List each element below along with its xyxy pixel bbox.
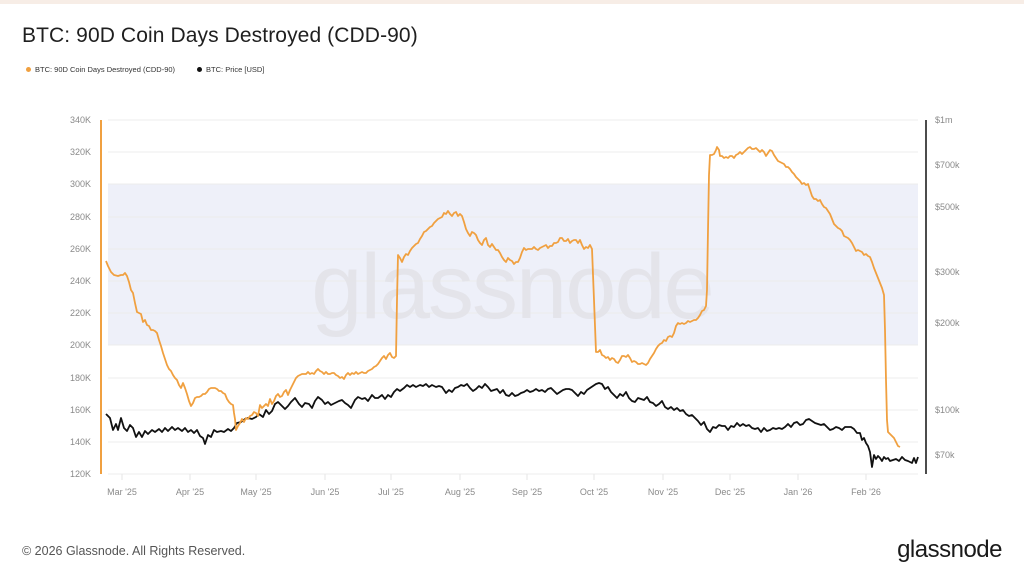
svg-text:180K: 180K [70,373,91,383]
svg-text:$300k: $300k [935,267,960,277]
legend-dot-price-icon [197,67,203,72]
svg-text:$100k: $100k [935,405,960,415]
svg-text:320K: 320K [70,147,91,157]
left-y-axis-labels: 340K 320K 300K 280K 260K 240K 220K 200K … [70,115,91,479]
svg-text:Sep '25: Sep '25 [512,487,542,497]
right-y-axis-labels: $1m $700k $500k $300k $200k $100k $70k [935,115,960,460]
glassnode-logo[interactable]: glassnode [897,536,1002,563]
svg-text:240K: 240K [70,276,91,286]
svg-text:Jan '26: Jan '26 [784,487,813,497]
svg-text:$1m: $1m [935,115,953,125]
svg-text:280K: 280K [70,212,91,222]
svg-text:Apr '25: Apr '25 [176,487,204,497]
footer-copyright: © 2026 Glassnode. All Rights Reserved. [22,544,246,558]
watermark: glassnode [311,236,712,338]
gridlines [108,119,918,475]
legend-item-cdd[interactable]: BTC: 90D Coin Days Destroyed (CDD-90) [26,65,175,74]
svg-text:Dec '25: Dec '25 [715,487,745,497]
legend-dot-cdd-icon [26,67,31,72]
svg-text:Feb '26: Feb '26 [851,487,881,497]
svg-text:120K: 120K [70,469,91,479]
svg-text:$70k: $70k [935,450,955,460]
svg-text:$200k: $200k [935,318,960,328]
legend-item-price[interactable]: BTC: Price [USD] [197,65,264,74]
svg-text:Nov '25: Nov '25 [648,487,678,497]
x-axis-labels: Mar '25 Apr '25 May '25 Jun '25 Jul '25 … [107,487,881,497]
legend: BTC: 90D Coin Days Destroyed (CDD-90) BT… [26,65,264,74]
chart-title: BTC: 90D Coin Days Destroyed (CDD-90) [22,24,418,47]
svg-text:300K: 300K [70,179,91,189]
svg-text:Mar '25: Mar '25 [107,487,137,497]
svg-text:140K: 140K [70,437,91,447]
svg-text:Jul '25: Jul '25 [378,487,404,497]
price-line [105,382,919,468]
top-strip [0,0,1024,4]
svg-text:220K: 220K [70,308,91,318]
svg-text:Jun '25: Jun '25 [311,487,340,497]
x-axis-ticks [121,474,867,480]
svg-text:May '25: May '25 [240,487,271,497]
svg-text:$500k: $500k [935,202,960,212]
svg-text:Oct '25: Oct '25 [580,487,608,497]
legend-label-price: BTC: Price [USD] [206,65,265,74]
svg-text:160K: 160K [70,405,91,415]
cdd-line [105,146,901,448]
svg-text:200K: 200K [70,340,91,350]
svg-text:340K: 340K [70,115,91,125]
svg-text:260K: 260K [70,244,91,254]
svg-text:$700k: $700k [935,160,960,170]
legend-label-cdd: BTC: 90D Coin Days Destroyed (CDD-90) [35,65,176,74]
svg-text:Aug '25: Aug '25 [445,487,475,497]
highlight-band [108,184,918,345]
